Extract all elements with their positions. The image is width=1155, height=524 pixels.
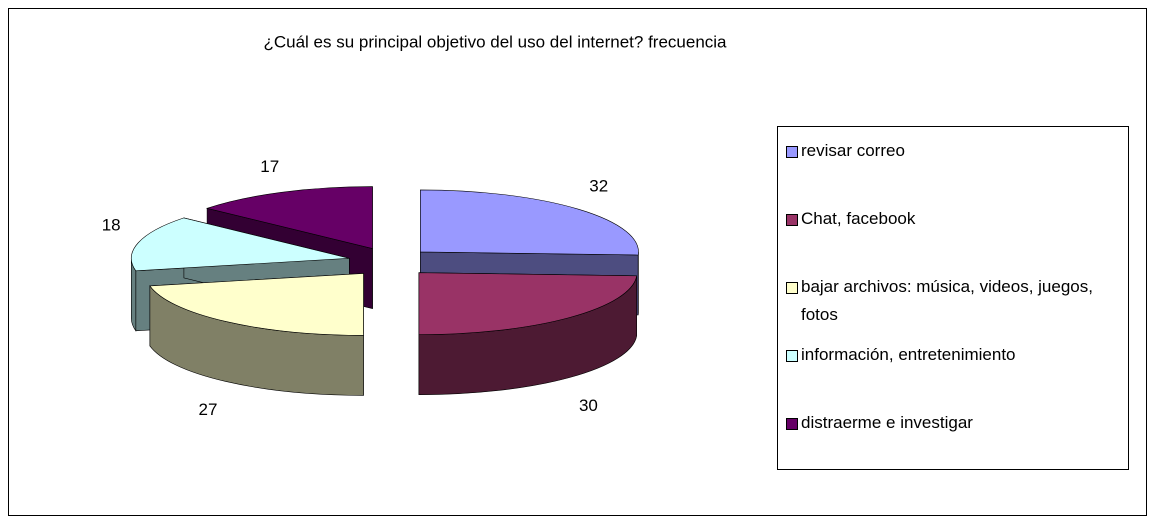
data-label: 32: [589, 176, 608, 195]
legend-label: bajar archivos: música, videos, juegos, …: [801, 277, 1093, 324]
legend-label: información, entretenimiento: [801, 345, 1016, 364]
legend-swatch: [786, 418, 798, 430]
legend-swatch: [786, 282, 798, 294]
slice: [149, 273, 364, 336]
legend-swatch: [786, 214, 798, 226]
legend-label: Chat, facebook: [801, 209, 916, 228]
slice: [206, 186, 373, 249]
legend-swatch: [786, 350, 798, 362]
legend-item: revisar correo: [786, 137, 1122, 205]
legend-swatch: [786, 146, 798, 158]
legend-item: información, entretenimiento: [786, 341, 1122, 409]
slice: [420, 189, 639, 256]
legend: revisar correo Chat, facebook bajar archiv…: [777, 126, 1129, 470]
slice: [131, 217, 350, 272]
legend-item: Chat, facebook: [786, 205, 1122, 273]
chart-title: ¿Cuál es su principal objetivo del uso d…: [263, 32, 727, 51]
legend-label: revisar correo: [801, 141, 905, 160]
legend-item: bajar archivos: música, videos, juegos, …: [786, 273, 1122, 341]
data-label: 27: [199, 400, 218, 419]
data-label: 18: [102, 215, 121, 234]
legend-item: distraerme e investigar: [786, 409, 1122, 477]
data-label: 30: [579, 396, 598, 415]
pie: [131, 186, 639, 396]
slice: [418, 272, 638, 336]
legend-label: distraerme e investigar: [801, 413, 973, 432]
data-label: 17: [260, 157, 279, 176]
